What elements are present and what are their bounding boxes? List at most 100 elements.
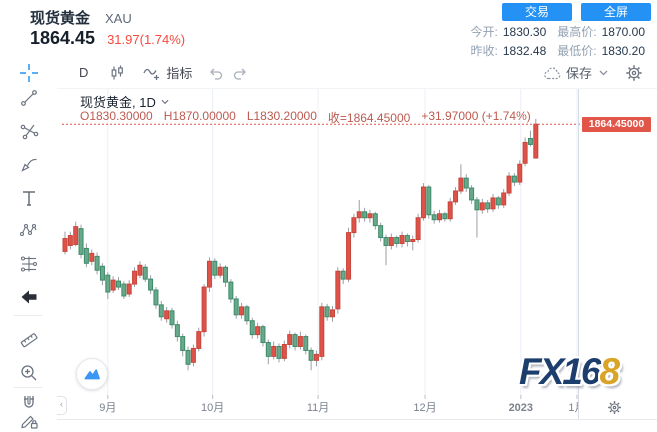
candle	[495, 195, 501, 209]
candle	[431, 210, 437, 224]
candle	[399, 231, 405, 248]
candle	[223, 265, 228, 288]
time-axis-label: 10月	[201, 402, 224, 414]
undo-icon	[208, 66, 224, 80]
arrow-tool-button[interactable]	[15, 285, 43, 309]
candle	[180, 333, 186, 357]
candle	[110, 276, 116, 293]
candle	[404, 233, 410, 247]
candle	[276, 343, 282, 363]
stat-prevclose-label: 昨收:	[470, 44, 498, 58]
brush-tool-button[interactable]	[15, 152, 43, 176]
candle	[99, 263, 105, 286]
pencil-lock-icon	[19, 410, 39, 430]
gann-fib-tool-button[interactable]	[15, 119, 43, 143]
ruler-tool-button[interactable]	[15, 328, 43, 352]
indicators-label: 指标	[166, 66, 193, 81]
pattern-tool-button[interactable]	[15, 218, 43, 242]
candle	[458, 164, 464, 194]
candle	[442, 211, 448, 222]
redo-button[interactable]	[232, 66, 248, 80]
time-axis-label: 9月	[99, 402, 116, 414]
chart-type-button[interactable]	[108, 64, 126, 82]
fullscreen-button[interactable]: 全屏	[581, 3, 651, 21]
axis-settings-button[interactable]	[607, 400, 622, 415]
candle	[292, 332, 298, 351]
stat-low-label: 最低价:	[557, 44, 597, 58]
chevron-down-icon[interactable]	[161, 99, 169, 105]
save-menu-button[interactable]	[599, 70, 608, 76]
draw-lock-tool-button[interactable]	[15, 408, 43, 432]
drawing-toolbar	[0, 57, 57, 429]
time-axis-label: 1月	[568, 402, 585, 414]
candle	[319, 302, 325, 361]
candle	[351, 213, 357, 238]
candle	[313, 350, 319, 367]
candle	[469, 185, 475, 204]
save-label: 保存	[565, 66, 592, 81]
change-value: +31.97000 (+1.74%)	[421, 109, 531, 123]
candle	[137, 261, 143, 279]
candle	[474, 196, 480, 238]
gear-icon	[625, 64, 643, 82]
symbol-code: XAU	[105, 11, 132, 26]
save-button[interactable]: 保存	[543, 63, 592, 82]
price-row: 1864.45 31.97(1.74%)	[30, 28, 185, 49]
candle	[308, 347, 314, 371]
candle	[174, 320, 180, 342]
candle	[239, 302, 245, 319]
candle	[271, 341, 277, 360]
candle	[372, 211, 378, 230]
chart-settings-button[interactable]	[625, 64, 643, 82]
cloud-icon	[543, 65, 562, 81]
candle	[169, 307, 175, 329]
candle	[244, 304, 250, 325]
symbol-header: 现货黄金 XAU	[30, 7, 132, 28]
text-tool-button[interactable]	[15, 186, 43, 210]
stat-high-value: 1870.00	[601, 25, 645, 39]
candle	[94, 252, 100, 275]
candle	[330, 305, 335, 322]
indicators-button[interactable]: 指标	[142, 63, 192, 82]
candle	[73, 221, 79, 247]
candle	[346, 227, 352, 283]
trend-line-tool-button[interactable]	[15, 86, 43, 110]
candle	[335, 267, 341, 314]
time-axis-label: 12月	[413, 402, 436, 414]
candle	[426, 185, 432, 219]
quick-chart-button[interactable]	[76, 358, 108, 390]
ruler-icon	[19, 330, 39, 350]
gann-fib-icon	[19, 121, 39, 141]
stats-row-1: 今开: 1830.30 最高价: 1870.00	[471, 24, 651, 40]
candle	[281, 340, 287, 362]
text-tool-icon	[19, 188, 39, 208]
candle	[453, 187, 459, 205]
candle	[62, 231, 68, 255]
interval-button[interactable]: D	[79, 65, 88, 80]
forecast-tool-button[interactable]	[15, 252, 43, 276]
collapse-axis-button[interactable]: ‹	[57, 396, 67, 415]
price-change: 31.97(1.74%)	[107, 32, 186, 47]
magnet-tool-button[interactable]	[15, 391, 43, 415]
gear-icon	[607, 400, 622, 415]
candle	[303, 334, 309, 355]
candle	[501, 189, 507, 208]
trade-button[interactable]: 交易	[502, 3, 572, 21]
candle	[522, 137, 528, 167]
mountain-chart-icon	[82, 364, 102, 384]
candle	[340, 268, 346, 285]
candle	[506, 172, 512, 196]
candle	[287, 330, 293, 349]
candle	[126, 280, 132, 297]
crosshair-icon	[19, 63, 39, 83]
undo-button[interactable]	[208, 66, 224, 80]
candle	[265, 339, 271, 365]
crosshair-tool-button[interactable]	[15, 61, 43, 85]
magnet-icon	[19, 393, 39, 413]
candle	[217, 263, 223, 279]
candle	[83, 243, 89, 268]
zoom-in-tool-button[interactable]	[15, 361, 43, 385]
redo-icon	[232, 66, 248, 80]
candle	[447, 197, 453, 222]
